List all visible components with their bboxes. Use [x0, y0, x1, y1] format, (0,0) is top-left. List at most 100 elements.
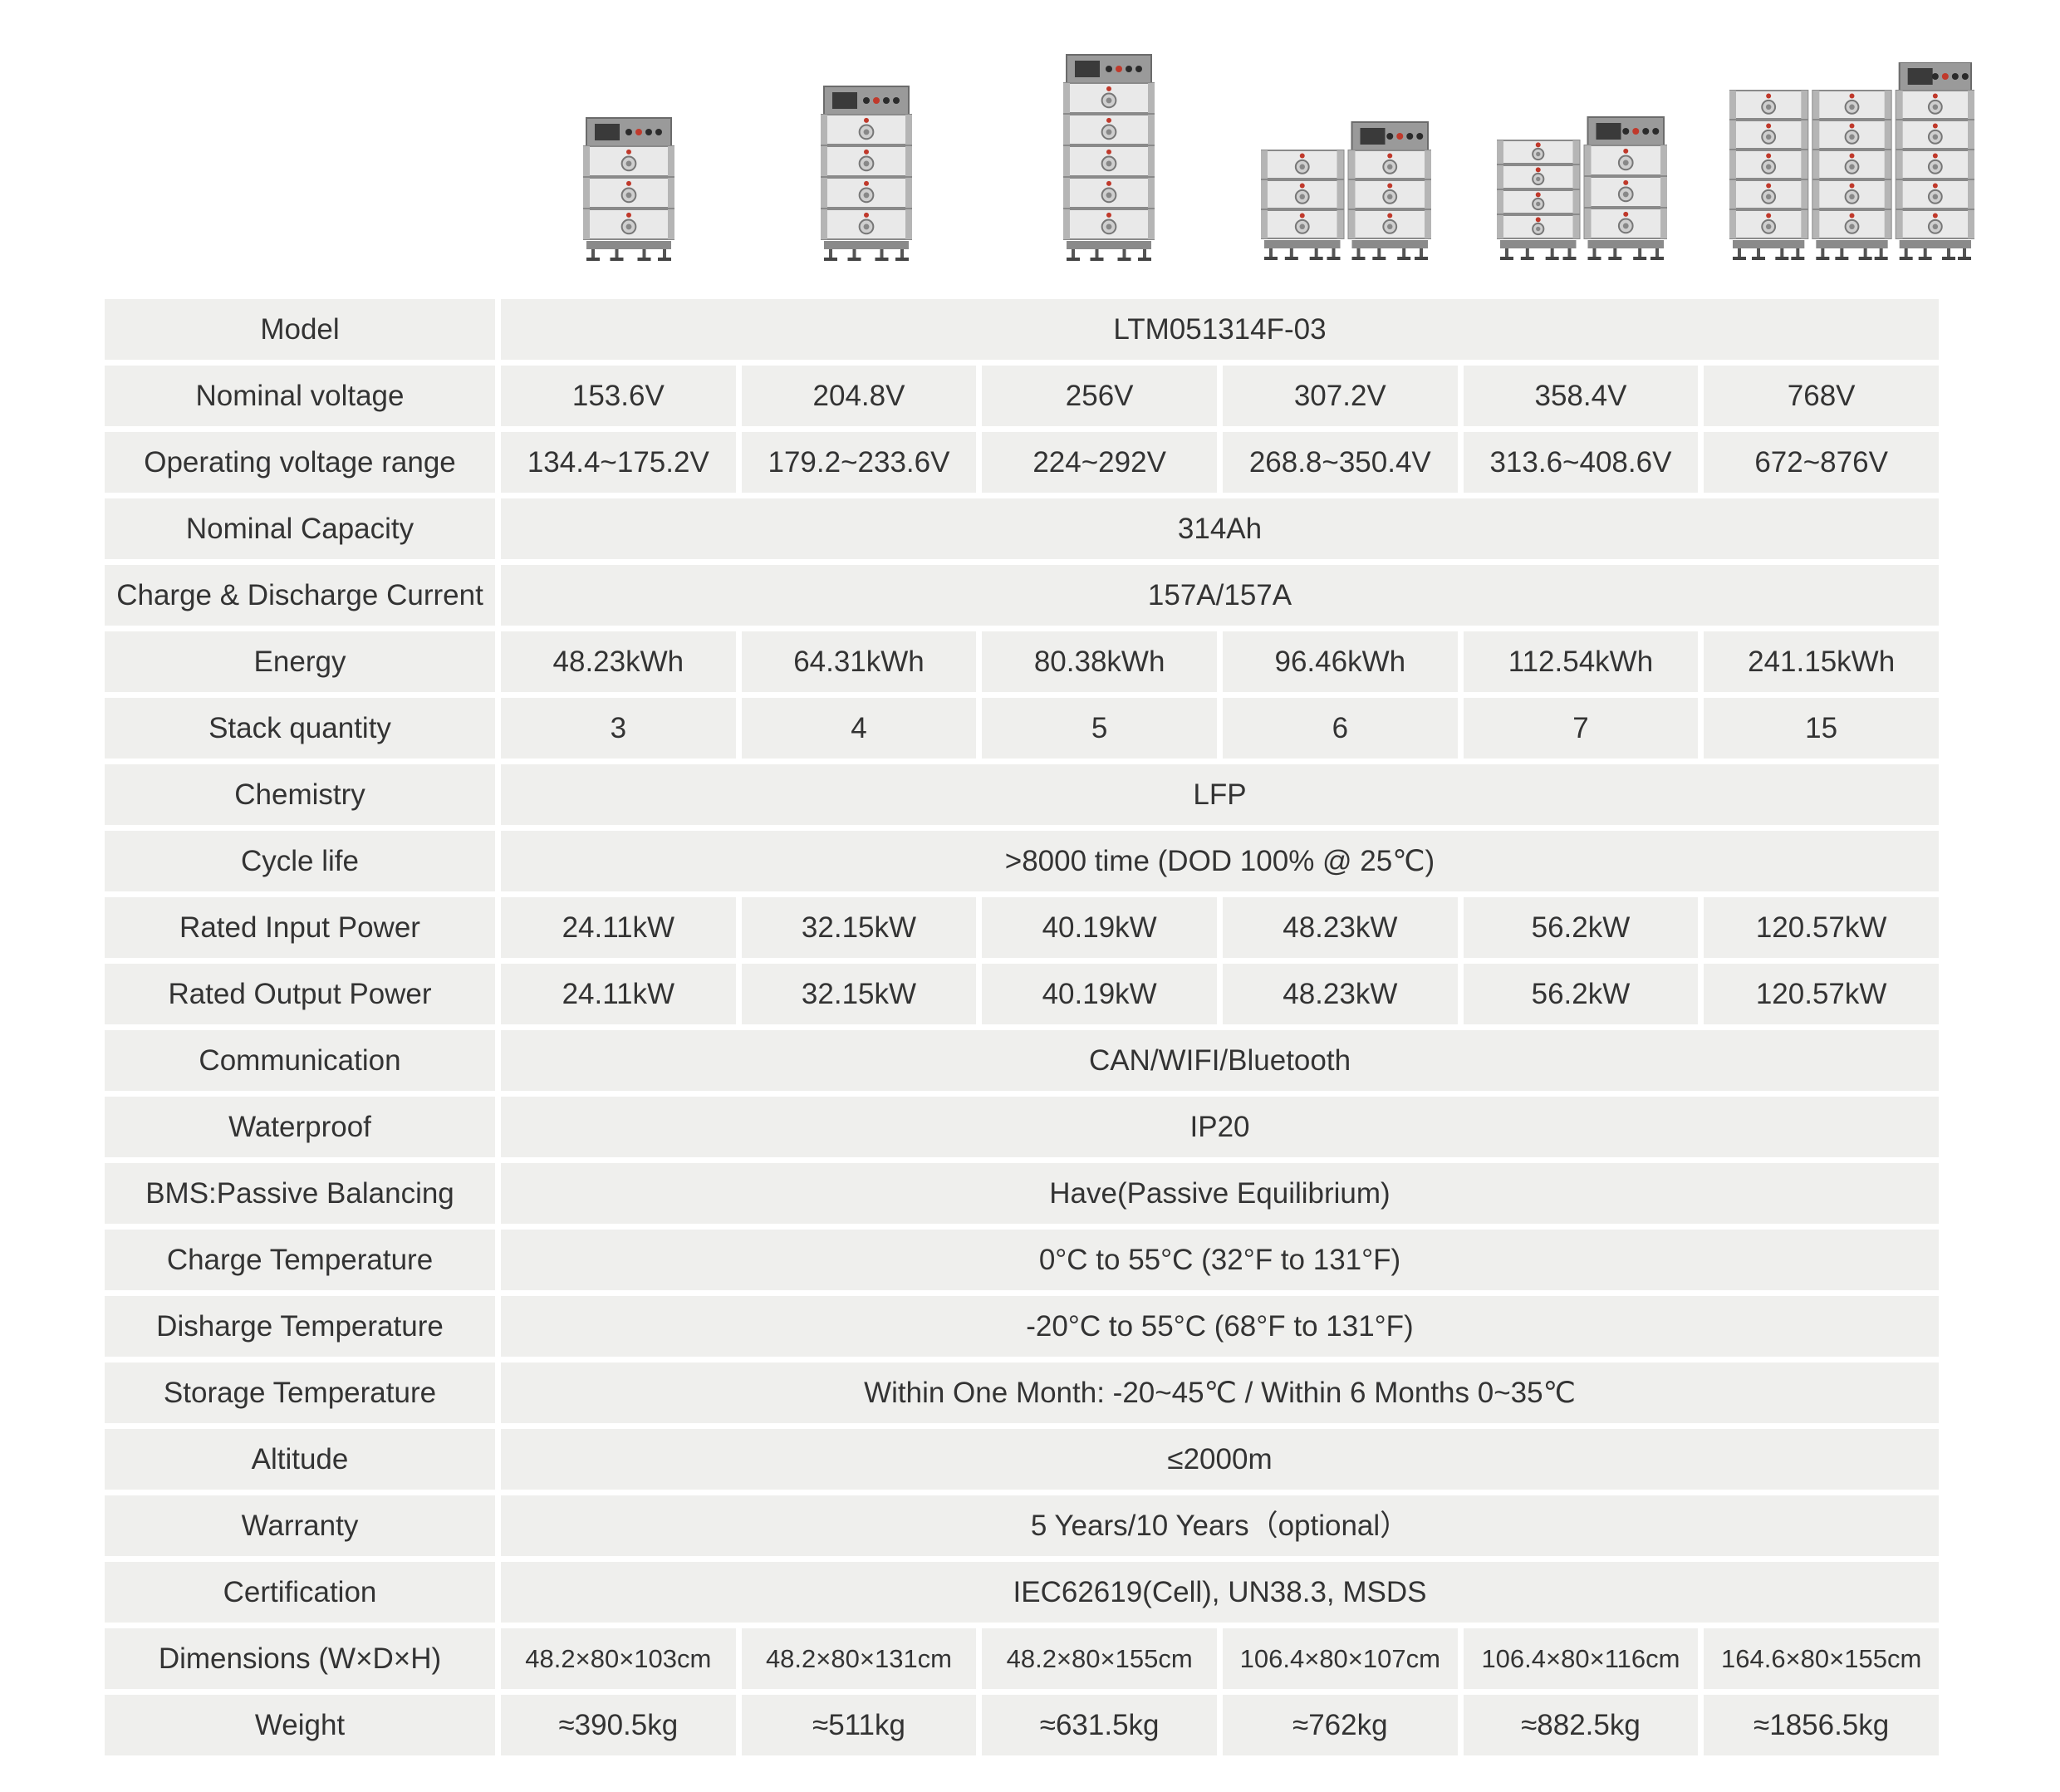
table-row: Chemistry LFP — [105, 764, 1939, 825]
row-label: Waterproof — [105, 1097, 495, 1157]
table-row: Operating voltage range 134.4~175.2V 179.2… — [105, 432, 1939, 493]
table-row: Dimensions (W×D×H) 48.2×80×103cm 48.2×80×1… — [105, 1628, 1939, 1689]
row-value: 314Ah — [501, 498, 1939, 559]
table-row: Waterproof IP20 — [105, 1097, 1939, 1157]
cell-value: 164.6×80×155cm — [1704, 1628, 1939, 1689]
cell-value: ≈390.5kg — [501, 1695, 736, 1755]
row-label: Dimensions (W×D×H) — [105, 1628, 495, 1689]
table-row: Communication CAN/WIFI/Bluetooth — [105, 1030, 1939, 1091]
row-label: Charge & Discharge Current — [105, 565, 495, 626]
table-row: Stack quantity 3 4 5 6 7 15 — [105, 698, 1939, 759]
cell-value: 358.4V — [1463, 366, 1699, 426]
row-value: LFP — [501, 764, 1939, 825]
table-row: Warranty 5 Years/10 Years（optional） — [105, 1495, 1939, 1556]
cell-value: 32.15kW — [741, 897, 977, 958]
row-value: 157A/157A — [501, 565, 1939, 626]
row-label: Weight — [105, 1695, 495, 1755]
stack-4-modules-icon — [821, 83, 912, 263]
cell-value: ≈511kg — [741, 1695, 977, 1755]
row-label: Rated Output Power — [105, 964, 495, 1024]
cell-value: 672~876V — [1704, 432, 1939, 493]
cell-value: 106.4×80×107cm — [1222, 1628, 1458, 1689]
table-row: Nominal Capacity 314Ah — [105, 498, 1939, 559]
table-row: Rated Output Power 24.11kW 32.15kW 40.19kW 4… — [105, 964, 1939, 1024]
cell-value: 24.11kW — [501, 964, 736, 1024]
cell-value: ≈631.5kg — [982, 1695, 1217, 1755]
row-value: IP20 — [501, 1097, 1939, 1157]
table-row: Certification IEC62619(Cell), UN38.3, MSD… — [105, 1562, 1939, 1623]
cell-value: 56.2kW — [1463, 897, 1699, 958]
cell-value: 48.2×80×103cm — [501, 1628, 736, 1689]
cell-value: 48.23kW — [1222, 964, 1458, 1024]
stack-5-modules-icon — [1063, 52, 1155, 263]
table-row: Altitude ≤2000m — [105, 1429, 1939, 1490]
cell-value: 48.23kW — [1222, 897, 1458, 958]
cell-value: 40.19kW — [982, 897, 1217, 958]
row-value: -20°C to 55°C (68°F to 131°F) — [501, 1296, 1939, 1357]
cell-value: 120.57kW — [1704, 964, 1939, 1024]
table-row: Charge & Discharge Current 157A/157A — [105, 565, 1939, 626]
row-value: >8000 time (DOD 100% @ 25℃) — [501, 831, 1939, 891]
table-row: Model LTM051314F-03 — [105, 299, 1939, 360]
row-label: Model — [105, 299, 495, 360]
row-label: Disharge Temperature — [105, 1296, 495, 1357]
cell-value: 268.8~350.4V — [1222, 432, 1458, 493]
cell-value: ≈1856.5kg — [1704, 1695, 1939, 1755]
cell-value: 120.57kW — [1704, 897, 1939, 958]
cell-value: 768V — [1704, 366, 1939, 426]
row-label: Certification — [105, 1562, 495, 1623]
cell-value: 204.8V — [741, 366, 977, 426]
cell-value: 56.2kW — [1463, 964, 1699, 1024]
row-label: Warranty — [105, 1495, 495, 1556]
stack-15-modules-icon — [1729, 62, 1974, 262]
cell-value: 6 — [1222, 698, 1458, 759]
row-label: Energy — [105, 631, 495, 692]
cell-value: 241.15kWh — [1704, 631, 1939, 692]
cell-value: 15 — [1704, 698, 1939, 759]
table-row: Energy 48.23kWh 64.31kWh 80.38kWh 96.46kWh 11… — [105, 631, 1939, 692]
row-label: Rated Input Power — [105, 897, 495, 958]
cell-value: 40.19kW — [982, 964, 1217, 1024]
cell-value: 48.23kWh — [501, 631, 736, 692]
cell-value: 134.4~175.2V — [501, 432, 736, 493]
row-value: IEC62619(Cell), UN38.3, MSDS — [501, 1562, 1939, 1623]
row-label: Stack quantity — [105, 698, 495, 759]
cell-value: ≈762kg — [1222, 1695, 1458, 1755]
cell-value: 224~292V — [982, 432, 1217, 493]
table-row: Disharge Temperature -20°C to 55°C (68°F … — [105, 1296, 1939, 1357]
row-label: Storage Temperature — [105, 1362, 495, 1423]
cell-value: 24.11kW — [501, 897, 736, 958]
cell-value: 48.2×80×155cm — [982, 1628, 1217, 1689]
row-value: CAN/WIFI/Bluetooth — [501, 1030, 1939, 1091]
cell-value: 48.2×80×131cm — [741, 1628, 977, 1689]
cell-value: 112.54kWh — [1463, 631, 1699, 692]
table-row: Nominal voltage 153.6V 204.8V 256V 307.2V 358… — [105, 366, 1939, 426]
stack-6-modules-icon — [1261, 120, 1431, 262]
table-row: Weight ≈390.5kg ≈511kg ≈631.5kg ≈762kg ≈882.5… — [105, 1695, 1939, 1755]
cell-value: 64.31kWh — [741, 631, 977, 692]
row-label: Nominal voltage — [105, 366, 495, 426]
stack-7-modules-icon — [1497, 112, 1667, 262]
cell-value: ≈882.5kg — [1463, 1695, 1699, 1755]
stack-3-modules-icon — [583, 115, 674, 263]
product-images — [0, 0, 2060, 274]
row-label: Communication — [105, 1030, 495, 1091]
table-row: Storage Temperature Within One Month: -20… — [105, 1362, 1939, 1423]
cell-value: 307.2V — [1222, 366, 1458, 426]
cell-value: 3 — [501, 698, 736, 759]
row-label: Chemistry — [105, 764, 495, 825]
row-value: 0°C to 55°C (32°F to 131°F) — [501, 1230, 1939, 1290]
cell-value: 5 — [982, 698, 1217, 759]
table-row: Cycle life >8000 time (DOD 100% @ 25℃) — [105, 831, 1939, 891]
cell-value: 179.2~233.6V — [741, 432, 977, 493]
row-label: Nominal Capacity — [105, 498, 495, 559]
spec-table: Model LTM051314F-03 Nominal voltage 153.6V 2… — [99, 293, 1945, 1761]
row-value: Within One Month: -20~45℃ / Within 6 Mon… — [501, 1362, 1939, 1423]
cell-value: 80.38kWh — [982, 631, 1217, 692]
cell-value: 4 — [741, 698, 977, 759]
cell-value: 32.15kW — [741, 964, 977, 1024]
row-value: Have(Passive Equilibrium) — [501, 1163, 1939, 1224]
cell-value: 106.4×80×116cm — [1463, 1628, 1699, 1689]
row-value: LTM051314F-03 — [501, 299, 1939, 360]
row-label: Altitude — [105, 1429, 495, 1490]
